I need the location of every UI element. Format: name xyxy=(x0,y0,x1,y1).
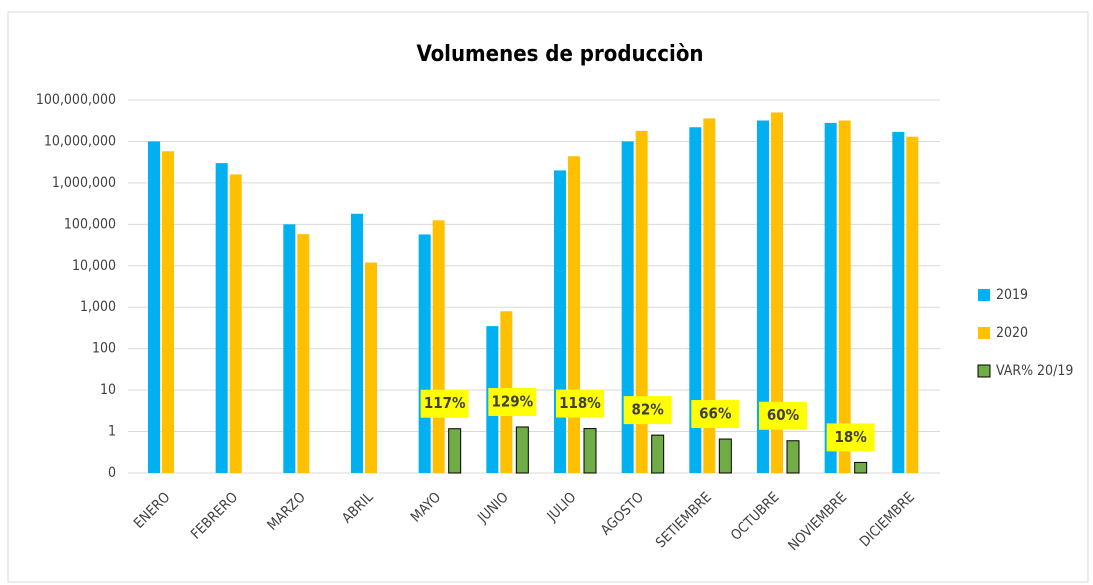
bar xyxy=(515,426,529,474)
legend-label: VAR% 20/19 xyxy=(996,363,1073,379)
bar xyxy=(621,141,634,473)
y-tick-label: 100,000 xyxy=(64,216,116,232)
legend-label: 2019 xyxy=(996,287,1028,303)
chart-title: Volumenes de producciòn xyxy=(416,42,703,67)
legend-label: 2020 xyxy=(996,325,1028,341)
bar xyxy=(418,234,431,473)
bar xyxy=(432,220,445,473)
data-label: 60% xyxy=(767,406,800,424)
data-label: 118% xyxy=(559,394,601,412)
legend-swatch xyxy=(978,289,990,301)
y-tick-label: 10,000,000 xyxy=(44,133,116,149)
bar xyxy=(351,213,363,473)
bar xyxy=(162,151,174,474)
y-tick-label: 1,000 xyxy=(80,299,116,315)
bar xyxy=(651,434,665,474)
bar xyxy=(365,262,377,473)
bar xyxy=(635,130,648,474)
bar xyxy=(554,170,566,473)
bar xyxy=(215,163,228,473)
legend-swatch xyxy=(978,327,990,339)
bar xyxy=(906,136,919,474)
label-box xyxy=(759,401,807,430)
label-box xyxy=(623,396,672,425)
y-tick-label: 10,000 xyxy=(72,258,116,274)
y-tick-label: 10 xyxy=(100,382,116,398)
y-tick-label: 1 xyxy=(108,424,116,440)
y-tick-label: 100,000,000 xyxy=(36,92,116,108)
bar xyxy=(283,224,296,473)
bar xyxy=(703,118,716,473)
bar xyxy=(786,440,800,474)
bar xyxy=(229,174,242,473)
label-box xyxy=(420,389,469,418)
data-label: 117% xyxy=(424,394,466,412)
bar xyxy=(583,428,597,474)
bar xyxy=(757,120,769,473)
label-box xyxy=(826,423,875,452)
data-label: 82% xyxy=(632,401,665,419)
bar xyxy=(148,141,160,473)
bar xyxy=(297,234,310,473)
bar xyxy=(568,156,580,473)
bar xyxy=(448,428,462,474)
data-label: 129% xyxy=(491,392,533,410)
bar xyxy=(824,122,837,473)
bar xyxy=(718,438,732,474)
y-tick-label: 1,000,000 xyxy=(52,175,116,191)
y-tick-label: 100 xyxy=(92,341,116,357)
label-box xyxy=(556,389,604,418)
bar xyxy=(838,120,851,473)
data-label: 66% xyxy=(699,405,732,423)
data-label: 18% xyxy=(835,428,868,446)
label-box xyxy=(691,400,740,429)
bar xyxy=(689,127,702,473)
label-box xyxy=(488,387,537,416)
bar xyxy=(854,461,868,474)
bar xyxy=(892,131,905,473)
y-tick-label: 0 xyxy=(108,465,116,481)
bar xyxy=(771,112,783,474)
legend-swatch xyxy=(977,364,991,378)
